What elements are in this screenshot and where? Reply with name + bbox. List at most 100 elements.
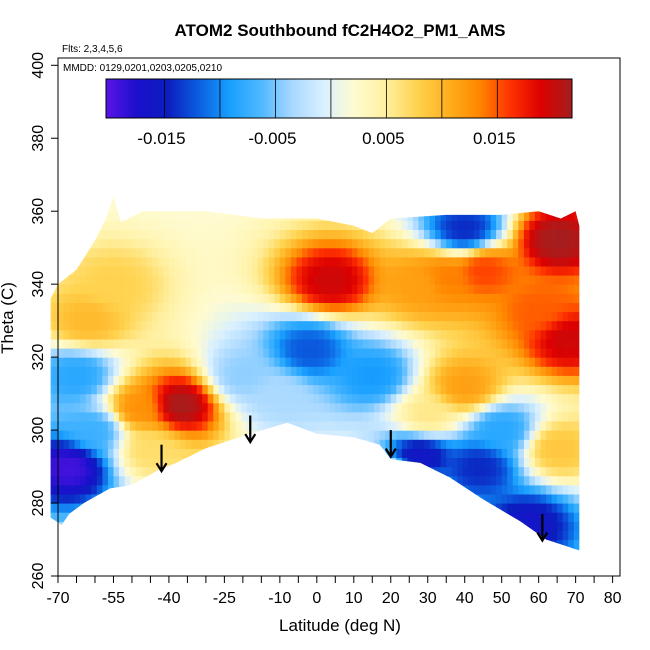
heatmap-cell	[579, 293, 580, 303]
heatmap-cell	[357, 338, 364, 349]
heatmap-cell	[523, 402, 530, 413]
heatmap-cell	[351, 275, 358, 285]
heatmap-cell	[440, 448, 447, 458]
heatmap-cell	[490, 311, 497, 322]
heatmap-cell	[296, 247, 303, 258]
heatmap-cell	[202, 284, 209, 294]
heatmap-cell	[163, 357, 170, 367]
heatmap-cell	[579, 238, 580, 249]
heatmap-cell	[285, 293, 292, 303]
heatmap-cell	[213, 393, 220, 404]
heatmap-cell	[468, 293, 475, 303]
heatmap-cell	[263, 338, 270, 349]
heatmap-cell	[346, 220, 353, 230]
heatmap-cell	[218, 402, 225, 413]
heatmap-cell	[119, 411, 126, 422]
heatmap-cell	[446, 348, 453, 358]
heatmap-cell	[379, 229, 386, 240]
heatmap-cell	[479, 357, 486, 367]
heatmap-cell	[363, 238, 370, 249]
heatmap-cell	[318, 284, 325, 294]
heatmap-cell	[302, 302, 309, 313]
heatmap-cell	[407, 338, 414, 349]
heatmap-cell	[424, 220, 431, 230]
heatmap-cell	[224, 256, 231, 267]
heatmap-cell	[85, 302, 92, 313]
heatmap-cell	[496, 484, 503, 495]
heatmap-cell	[523, 293, 530, 303]
heatmap-cell	[218, 275, 225, 285]
heatmap-cell	[357, 402, 364, 413]
heatmap-cell	[523, 320, 530, 331]
heatmap-cell	[363, 348, 370, 358]
heatmap-cell	[329, 430, 336, 440]
heatmap-cell	[351, 366, 358, 376]
heatmap-cell	[468, 220, 475, 230]
heatmap-cell	[174, 256, 181, 267]
heatmap-cell	[152, 384, 159, 395]
heatmap-cell	[152, 402, 159, 413]
heatmap-cell	[52, 439, 59, 449]
heatmap-cell	[429, 238, 436, 249]
heatmap-cell	[218, 293, 225, 303]
heatmap-cell	[168, 247, 175, 258]
heatmap-cell	[80, 256, 87, 267]
heatmap-cell	[329, 238, 336, 249]
heatmap-cell	[91, 329, 98, 340]
heatmap-cell	[540, 402, 547, 413]
heatmap-cell	[512, 265, 519, 276]
heatmap-cell	[285, 265, 292, 276]
heatmap-cell	[446, 411, 453, 422]
heatmap-cell	[540, 375, 547, 386]
heatmap-cell	[507, 384, 514, 395]
heatmap-cell	[185, 366, 192, 376]
heatmap-cell	[462, 430, 469, 440]
heatmap-cell	[163, 384, 170, 395]
heatmap-cell	[85, 265, 92, 276]
heatmap-cell	[135, 338, 142, 349]
heatmap-cell	[135, 411, 142, 422]
heatmap-cell	[329, 402, 336, 413]
heatmap-cell	[168, 439, 175, 449]
heatmap-cell	[102, 357, 109, 367]
heatmap-cell	[418, 238, 425, 249]
heatmap-cell	[529, 220, 536, 230]
heatmap-cell	[307, 302, 314, 313]
heatmap-cell	[573, 320, 580, 331]
heatmap-cell	[119, 229, 126, 240]
heatmap-cell	[185, 338, 192, 349]
heatmap-cell	[279, 393, 286, 404]
heatmap-cell	[152, 357, 159, 367]
heatmap-cell	[512, 247, 519, 258]
heatmap-cell	[557, 448, 564, 458]
heatmap-cell	[146, 220, 153, 230]
heatmap-cell	[535, 275, 542, 285]
heatmap-cell	[268, 293, 275, 303]
heatmap-cell	[152, 284, 159, 294]
heatmap-cell	[50, 293, 53, 303]
heatmap-cell	[96, 329, 103, 340]
heatmap-cell	[58, 375, 65, 386]
heatmap-cell	[268, 229, 275, 240]
heatmap-cell	[113, 402, 120, 413]
heatmap-cell	[119, 275, 126, 285]
heatmap-cell	[579, 284, 580, 294]
heatmap-cell	[374, 311, 381, 322]
heatmap-cell	[501, 348, 508, 358]
heatmap-cell	[229, 393, 236, 404]
heatmap-cell	[229, 338, 236, 349]
heatmap-cell	[435, 457, 442, 468]
heatmap-cell	[496, 311, 503, 322]
heatmap-cell	[351, 311, 358, 322]
heatmap-cell	[446, 302, 453, 313]
heatmap-cell	[329, 348, 336, 358]
heatmap-cell	[213, 220, 220, 230]
heatmap-cell	[385, 439, 392, 449]
heatmap-cell	[551, 348, 558, 358]
heatmap-cell	[257, 238, 264, 249]
heatmap-cell	[457, 393, 464, 404]
heatmap-cell	[307, 320, 314, 331]
heatmap-cell	[168, 348, 175, 358]
heatmap-cell	[490, 320, 497, 331]
heatmap-cell	[412, 302, 419, 313]
